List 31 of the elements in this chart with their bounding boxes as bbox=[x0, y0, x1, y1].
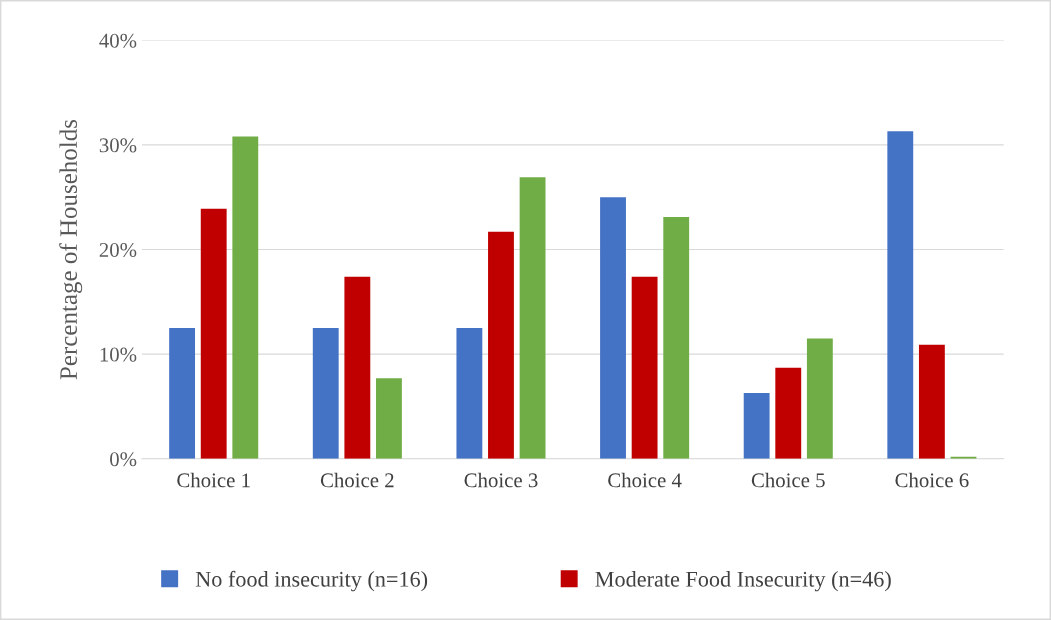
y-tick-label: 20% bbox=[99, 242, 137, 258]
bar bbox=[631, 276, 658, 459]
y-tick-label: 10% bbox=[100, 347, 137, 362]
bar bbox=[806, 338, 833, 459]
bar bbox=[887, 131, 914, 459]
y-tick-label: 40% bbox=[99, 33, 137, 48]
y-tick-label: 0% bbox=[110, 452, 137, 467]
bar bbox=[743, 392, 770, 459]
bar bbox=[169, 328, 196, 459]
legend-label: Moderate Food Insecurity (n=46) bbox=[595, 571, 891, 592]
bar bbox=[600, 197, 626, 459]
x-tick-label: Choice 5 bbox=[751, 472, 825, 488]
y-tick-label: 30% bbox=[99, 138, 137, 153]
bar bbox=[918, 344, 945, 459]
bar bbox=[376, 378, 402, 459]
bar bbox=[232, 136, 259, 459]
bar bbox=[663, 217, 690, 459]
x-tick-label: Choice 6 bbox=[895, 472, 969, 488]
y-axis-title: Percentage of Households bbox=[59, 119, 83, 380]
x-tick-label: Choice 3 bbox=[464, 472, 538, 488]
x-tick-label: Choice 2 bbox=[320, 472, 394, 488]
bar bbox=[519, 177, 546, 459]
bar bbox=[456, 328, 483, 459]
bar bbox=[488, 231, 514, 459]
legend-label: No food insecurity (n=16) bbox=[195, 570, 428, 592]
x-tick-label: Choice 4 bbox=[608, 472, 682, 488]
x-tick-label: Choice 1 bbox=[177, 472, 250, 488]
bar bbox=[775, 367, 802, 459]
bar bbox=[344, 276, 371, 459]
bar bbox=[200, 208, 227, 459]
bar bbox=[312, 328, 339, 459]
